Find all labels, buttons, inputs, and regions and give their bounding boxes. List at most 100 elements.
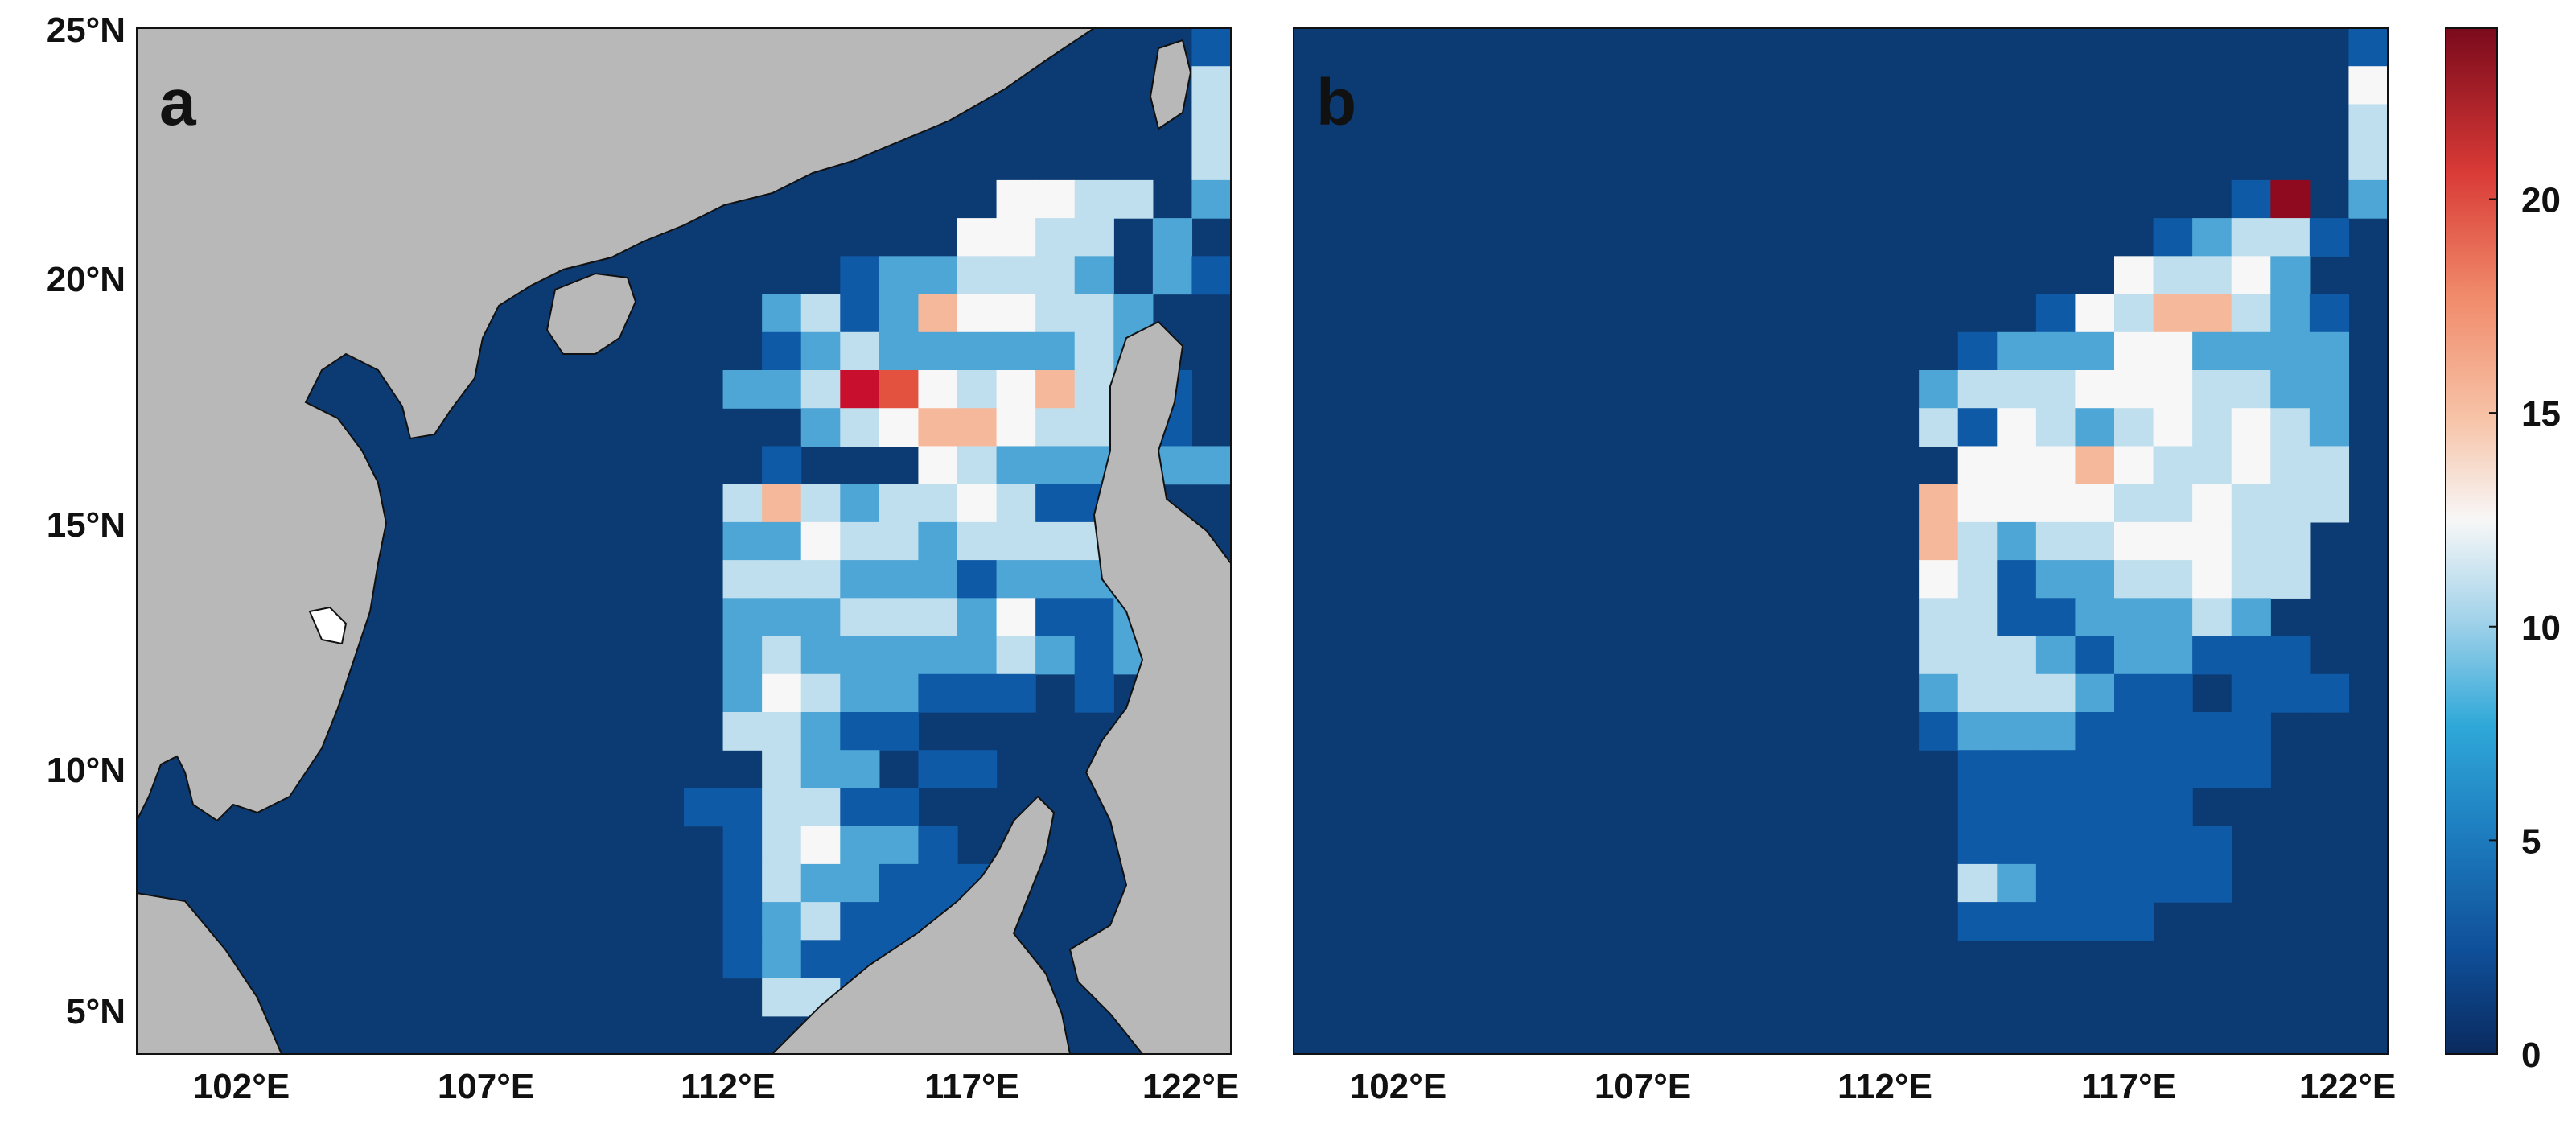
data-cell bbox=[918, 636, 958, 675]
data-cell bbox=[2231, 408, 2271, 447]
data-cell bbox=[762, 484, 802, 523]
data-cell bbox=[2309, 408, 2350, 447]
data-cell bbox=[2309, 673, 2350, 713]
data-cell bbox=[722, 484, 763, 523]
data-cell bbox=[1997, 712, 2037, 751]
data-cell bbox=[2348, 179, 2388, 219]
lat-tick-label: 20°N bbox=[47, 260, 126, 299]
data-cell bbox=[762, 446, 802, 485]
lon-tick-label: 117°E bbox=[924, 1067, 1019, 1106]
data-cell bbox=[800, 902, 841, 941]
data-cell bbox=[2231, 750, 2271, 789]
colorbar-gradient bbox=[2445, 27, 2498, 1055]
lat-tick-label: 25°N bbox=[47, 10, 126, 50]
colorbar-tick-label: 0 bbox=[2521, 1035, 2541, 1075]
data-cell bbox=[762, 673, 802, 713]
data-cell bbox=[1919, 408, 1959, 447]
data-cell bbox=[2075, 636, 2115, 675]
data-cell bbox=[879, 788, 920, 827]
data-cell bbox=[762, 294, 802, 333]
data-cell bbox=[840, 484, 880, 523]
data-cell bbox=[2348, 66, 2388, 105]
data-cell bbox=[918, 331, 958, 371]
data-cell bbox=[996, 636, 1036, 675]
data-cell bbox=[2035, 673, 2076, 713]
data-cell bbox=[1997, 446, 2037, 485]
data-cell bbox=[2075, 598, 2115, 637]
data-cell bbox=[840, 712, 880, 751]
data-cell bbox=[1997, 750, 2037, 789]
data-cell bbox=[1919, 598, 1959, 637]
lon-tick-label: 107°E bbox=[1595, 1067, 1691, 1106]
data-cell bbox=[957, 673, 998, 713]
data-cell bbox=[800, 788, 841, 827]
land-malay bbox=[137, 891, 283, 1054]
data-cell bbox=[2153, 370, 2193, 409]
panel-letter: b bbox=[1316, 66, 1356, 139]
data-cell bbox=[1191, 446, 1231, 485]
data-cell bbox=[1035, 179, 1076, 219]
data-cell bbox=[2309, 218, 2350, 257]
data-cell bbox=[722, 902, 763, 941]
data-cell bbox=[2192, 712, 2232, 751]
data-cell bbox=[879, 294, 920, 333]
data-cell bbox=[2231, 370, 2271, 409]
data-cell bbox=[1919, 521, 1959, 561]
data-cell bbox=[1074, 331, 1114, 371]
data-cell bbox=[996, 331, 1036, 371]
data-cell bbox=[2114, 446, 2154, 485]
data-cell bbox=[1957, 788, 1998, 827]
data-cell bbox=[1957, 636, 1998, 675]
data-cell bbox=[918, 256, 958, 295]
data-cell bbox=[879, 902, 920, 941]
data-cell bbox=[2192, 560, 2232, 599]
data-cell bbox=[2309, 331, 2350, 371]
data-cell bbox=[722, 940, 763, 979]
data-cell bbox=[1957, 370, 1998, 409]
data-cell bbox=[2192, 408, 2232, 447]
data-cell bbox=[1035, 484, 1076, 523]
data-cell bbox=[2153, 560, 2193, 599]
data-cell bbox=[957, 560, 998, 599]
data-cell bbox=[2114, 863, 2154, 903]
data-cell bbox=[2114, 331, 2154, 371]
data-cell bbox=[1919, 370, 1959, 409]
data-cell bbox=[762, 940, 802, 979]
data-cell bbox=[2309, 484, 2350, 523]
data-cell bbox=[879, 712, 920, 751]
data-cell bbox=[2114, 712, 2154, 751]
data-cell bbox=[1035, 331, 1076, 371]
data-cell bbox=[840, 826, 880, 865]
data-cell bbox=[2114, 826, 2154, 865]
data-cell bbox=[2270, 446, 2311, 485]
data-cell bbox=[879, 408, 920, 447]
data-cell bbox=[1035, 560, 1076, 599]
data-cell bbox=[2035, 408, 2076, 447]
data-cell bbox=[1997, 521, 2037, 561]
data-cell bbox=[2035, 521, 2076, 561]
data-cell bbox=[722, 673, 763, 713]
data-cell bbox=[800, 673, 841, 713]
data-cell bbox=[918, 673, 958, 713]
data-cell bbox=[2270, 370, 2311, 409]
data-cell bbox=[840, 902, 880, 941]
data-cell bbox=[2348, 142, 2388, 181]
data-cell bbox=[1035, 370, 1076, 409]
data-cell bbox=[2270, 521, 2311, 561]
data-cell bbox=[2153, 788, 2193, 827]
data-cell bbox=[800, 370, 841, 409]
data-cell bbox=[762, 750, 802, 789]
panel-frame bbox=[1293, 27, 2389, 1055]
data-cell bbox=[840, 370, 880, 409]
data-cell bbox=[996, 598, 1036, 637]
data-cell bbox=[2231, 218, 2271, 257]
lon-tick-label: 122°E bbox=[2299, 1067, 2396, 1106]
data-cell bbox=[840, 560, 880, 599]
data-cell bbox=[800, 940, 841, 979]
data-cell bbox=[2035, 750, 2076, 789]
data-cell bbox=[2231, 598, 2271, 637]
data-cell bbox=[2035, 636, 2076, 675]
data-cell bbox=[2270, 294, 2311, 333]
data-cell bbox=[2192, 256, 2232, 295]
